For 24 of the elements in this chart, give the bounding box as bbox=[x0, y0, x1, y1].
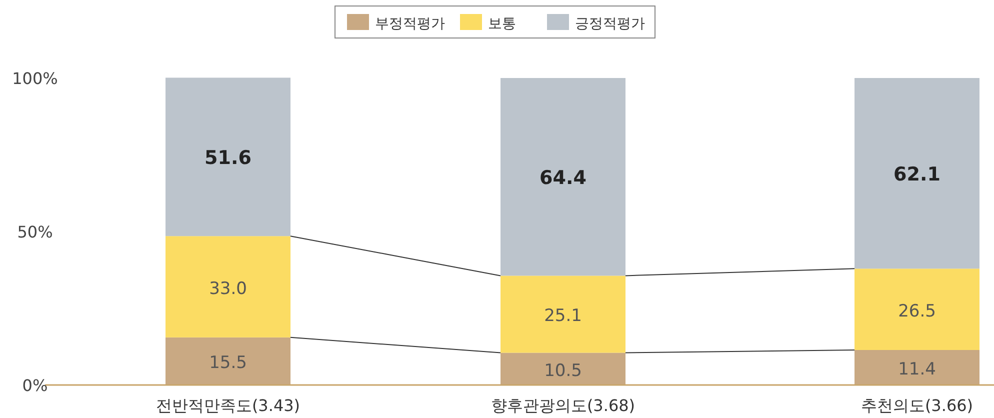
data-label: 25.1 bbox=[544, 306, 582, 326]
data-label: 33.0 bbox=[209, 278, 247, 299]
data-label: 62.1 bbox=[894, 163, 940, 186]
bar bbox=[166, 78, 290, 236]
y-tick-label: 50% bbox=[17, 222, 53, 242]
x-tick-label: 추천의도(3.66) bbox=[860, 396, 974, 415]
bar bbox=[854, 78, 980, 269]
data-label: 51.6 bbox=[204, 146, 252, 169]
x-tick-label: 향후관광의도(3.68) bbox=[490, 396, 636, 415]
y-tick-label: 100% bbox=[12, 69, 58, 88]
data-label: 11.4 bbox=[898, 360, 936, 380]
bar bbox=[166, 337, 290, 385]
data-label: 26.5 bbox=[898, 301, 936, 322]
legend-label: 긍정적평가 bbox=[575, 16, 645, 32]
data-label: 15.5 bbox=[209, 353, 247, 374]
data-label: 10.5 bbox=[544, 360, 582, 381]
bar bbox=[854, 268, 980, 350]
bar bbox=[854, 350, 980, 385]
data-label: 64.4 bbox=[540, 166, 586, 189]
bar bbox=[166, 236, 290, 338]
legend-label: 부정적평가 bbox=[375, 16, 445, 32]
x-tick-label: 전반적만족도(3.43) bbox=[156, 396, 300, 415]
legend-label: 보통 bbox=[488, 16, 516, 32]
y-tick-label: 0% bbox=[22, 376, 48, 395]
